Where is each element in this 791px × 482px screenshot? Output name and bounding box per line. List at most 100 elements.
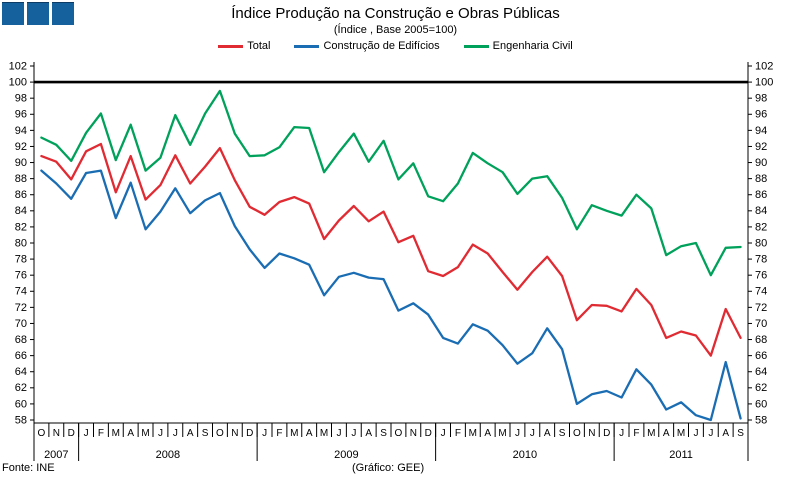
- chart-subtitle: (Índice , Base 2005=100): [333, 24, 458, 36]
- x-axis-month-label: M: [498, 428, 506, 439]
- x-axis-month-label: S: [559, 428, 566, 439]
- y-axis-label-left: 100: [9, 76, 27, 88]
- y-axis-label-right: 100: [755, 76, 773, 88]
- logo-square: [2, 2, 24, 25]
- x-axis-month-label: N: [588, 428, 595, 439]
- y-axis-label-left: 70: [15, 318, 27, 330]
- y-axis-label-left: 58: [15, 414, 27, 426]
- x-axis-month-label: J: [693, 428, 698, 439]
- y-axis-label-right: 64: [755, 366, 767, 378]
- y-axis-label-left: 68: [15, 334, 27, 346]
- series-line-construcao-de-edificios: [40, 169, 742, 422]
- legend-marker-total: [218, 44, 244, 48]
- x-axis-month-label: J: [351, 428, 356, 439]
- x-axis-month-label: F: [633, 428, 639, 439]
- x-axis-month-label: M: [141, 428, 149, 439]
- x-axis-month-label: J: [515, 428, 520, 439]
- y-axis-label-right: 90: [755, 157, 767, 169]
- x-axis-month-label: A: [127, 428, 134, 439]
- x-axis-month-label: J: [708, 428, 713, 439]
- series-line-total: [40, 142, 742, 357]
- x-axis-month-label: A: [484, 428, 491, 439]
- y-axis-label-right: 84: [755, 205, 767, 217]
- y-axis-label-left: 86: [15, 189, 27, 201]
- x-axis-month-label: D: [425, 428, 432, 439]
- legend-marker-construcao: [294, 44, 320, 48]
- x-axis-month-label: O: [216, 428, 224, 439]
- chart-title: Índice Produção na Construção e Obras Pú…: [231, 5, 560, 22]
- y-axis-label-left: 90: [15, 157, 27, 169]
- x-axis-month-label: O: [38, 428, 46, 439]
- x-axis-month-label: J: [619, 428, 624, 439]
- x-axis-month-label: A: [365, 428, 372, 439]
- y-axis-label-right: 66: [755, 350, 767, 362]
- x-axis-year-label: 2011: [669, 449, 693, 461]
- x-axis-month-label: M: [290, 428, 298, 439]
- y-axis-label-right: 62: [755, 382, 767, 394]
- y-axis-label-left: 62: [15, 382, 27, 394]
- credit-note: (Gráfico: GEE): [352, 462, 425, 474]
- x-axis-month-label: S: [380, 428, 387, 439]
- x-axis-month-label: D: [603, 428, 610, 439]
- x-axis-month-label: A: [306, 428, 313, 439]
- x-axis-month-label: M: [677, 428, 685, 439]
- x-axis-month-label: J: [84, 428, 89, 439]
- logo: [2, 2, 74, 25]
- source-note: Fonte: INE: [2, 462, 55, 474]
- y-axis-label-right: 86: [755, 189, 767, 201]
- y-axis-label-right: 70: [755, 318, 767, 330]
- y-axis-label-left: 94: [15, 125, 27, 137]
- legend-label: Total: [247, 40, 271, 52]
- x-axis-year-label: 2009: [334, 449, 358, 461]
- y-axis-label-right: 76: [755, 270, 767, 282]
- x-axis-month-label: N: [410, 428, 417, 439]
- x-axis-month-label: D: [246, 428, 253, 439]
- x-axis-year-label: 2010: [513, 449, 537, 461]
- y-axis-label-left: 82: [15, 221, 27, 233]
- y-axis-label-right: 96: [755, 109, 767, 121]
- y-axis-label-right: 60: [755, 398, 767, 410]
- y-axis-label-right: 102: [755, 60, 773, 72]
- y-axis-label-right: 72: [755, 302, 767, 314]
- y-axis-label-left: 92: [15, 141, 27, 153]
- x-axis-month-label: N: [231, 428, 238, 439]
- x-axis-month-label: J: [530, 428, 535, 439]
- x-axis-month-label: F: [98, 428, 104, 439]
- y-axis-label-left: 102: [9, 60, 27, 72]
- y-axis-label-left: 60: [15, 398, 27, 410]
- legend-label: Engenharia Civil: [492, 40, 573, 52]
- y-axis-label-right: 80: [755, 237, 767, 249]
- x-axis-month-label: M: [469, 428, 477, 439]
- x-axis-month-label: J: [336, 428, 341, 439]
- y-axis-label-left: 64: [15, 366, 27, 378]
- x-axis-month-label: O: [395, 428, 403, 439]
- series-line-engenharia-civil: [40, 89, 742, 277]
- y-axis-label-right: 82: [755, 221, 767, 233]
- x-axis-year-label: 2008: [156, 449, 180, 461]
- x-axis-month-label: S: [737, 428, 744, 439]
- y-axis-label-left: 80: [15, 237, 27, 249]
- y-axis-label-right: 78: [755, 253, 767, 265]
- x-axis-month-label: O: [573, 428, 581, 439]
- y-axis-label-left: 96: [15, 109, 27, 121]
- y-axis-label-left: 84: [15, 205, 27, 217]
- y-axis-label-left: 98: [15, 93, 27, 105]
- y-axis-label-right: 74: [755, 286, 767, 298]
- y-axis-label-left: 76: [15, 270, 27, 282]
- y-axis-label-right: 68: [755, 334, 767, 346]
- x-axis-year-label: 2007: [44, 449, 68, 461]
- x-axis-month-label: A: [663, 428, 670, 439]
- legend: Total Construção de Edifícios Engenharia…: [0, 40, 791, 52]
- legend-item-construcao: Construção de Edifícios: [294, 40, 440, 52]
- x-axis-month-label: F: [276, 428, 282, 439]
- x-axis-month-label: N: [53, 428, 60, 439]
- y-axis-label-left: 78: [15, 253, 27, 265]
- x-axis-month-label: M: [320, 428, 328, 439]
- legend-marker-engenharia: [463, 44, 489, 48]
- x-axis-month-label: A: [187, 428, 194, 439]
- x-axis-month-label: A: [722, 428, 729, 439]
- x-axis-month-label: A: [544, 428, 551, 439]
- y-axis-label-right: 98: [755, 93, 767, 105]
